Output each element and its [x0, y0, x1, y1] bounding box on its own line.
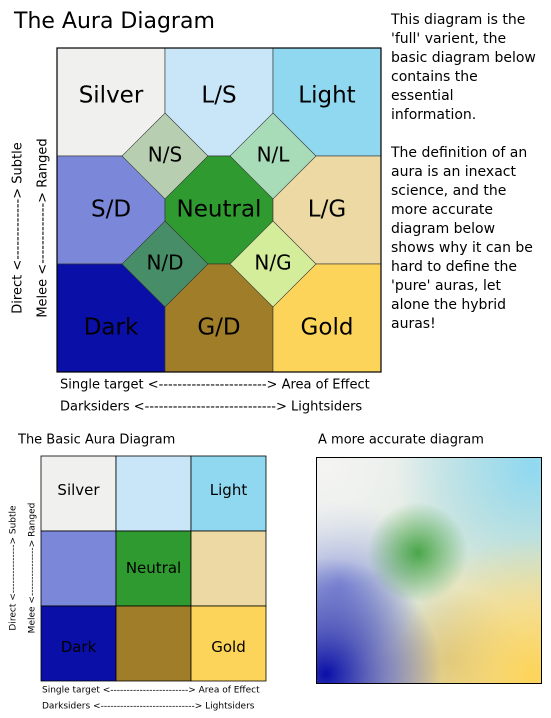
note-line: more accurate: [391, 202, 493, 218]
cell-label: S/D: [91, 197, 131, 223]
cell-label: L/G: [308, 197, 346, 223]
basic-cell: [190, 530, 267, 607]
note-line: shows why it can be: [391, 240, 533, 256]
axis-label: Darksiders <----------------------------…: [42, 702, 255, 712]
note-line: 'full' varient, the: [391, 31, 506, 47]
cell-label: Dark: [84, 315, 139, 341]
accurate-title: A more accurate diagram: [318, 433, 484, 448]
note-line: diagram below: [391, 221, 495, 237]
title: The Aura Diagram: [13, 9, 215, 34]
basic-cell: [40, 530, 117, 607]
note-line: 'pure' auras, let: [391, 278, 501, 294]
hybrid-label: N/D: [146, 251, 183, 275]
cell-label: Gold: [211, 638, 246, 656]
note-line: The definition of an: [390, 145, 527, 161]
basic-cell: [40, 455, 117, 532]
basic-cell: [115, 455, 192, 532]
axis-label: Melee <---------------> Ranged: [28, 503, 38, 634]
gradient-diagram: [316, 457, 542, 684]
hybrid-label: N/G: [254, 251, 291, 275]
cell-label: Light: [210, 481, 248, 499]
note-line: basic diagram below: [391, 50, 536, 66]
note-line: alone the hybrid: [391, 297, 506, 313]
note-line: information.: [391, 107, 476, 123]
axis-label: Melee <-------------> Ranged: [36, 138, 51, 317]
cell-label: L/S: [201, 83, 236, 109]
note-line: hard to define the: [391, 259, 517, 275]
basic-cell: [40, 605, 117, 682]
cell-label: Dark: [61, 638, 97, 656]
cell-label: Light: [298, 83, 355, 109]
note-line: essential: [391, 88, 454, 104]
hybrid-label: N/L: [257, 143, 291, 167]
basic-cell: [190, 605, 267, 682]
cell-label: Silver: [79, 83, 144, 109]
cell-label: Silver: [57, 481, 100, 499]
hybrid-label: N/S: [148, 143, 182, 167]
cell-label: G/D: [197, 315, 240, 341]
basic-cell: [115, 605, 192, 682]
hybrid-cell: [121, 112, 209, 200]
axis-label: Direct <-------------> Subtle: [11, 142, 26, 313]
note-line: This diagram is the: [390, 12, 525, 28]
note-line: science, and the: [391, 183, 506, 199]
cell-label: Neutral: [177, 197, 262, 223]
axis-label: Single target <-----------------------> …: [60, 378, 370, 393]
axis-label: Direct <---------------> Subtle: [9, 505, 19, 631]
hybrid-cell: [229, 220, 317, 308]
frame: [56, 47, 382, 373]
cell-label: Gold: [301, 315, 354, 341]
cell-label: Neutral: [126, 559, 181, 577]
basic-cell: [190, 455, 267, 532]
note-line: aura is an inexact: [391, 164, 516, 180]
axis-label: Darksiders <----------------------------…: [60, 400, 362, 415]
note-line: contains the: [391, 69, 478, 85]
hybrid-cell: [121, 220, 209, 308]
note-line: auras!: [391, 316, 436, 332]
hybrid-cell: [229, 112, 317, 200]
axis-label: Single target <------------------------>…: [42, 686, 260, 696]
basic-title: The Basic Aura Diagram: [17, 433, 175, 448]
